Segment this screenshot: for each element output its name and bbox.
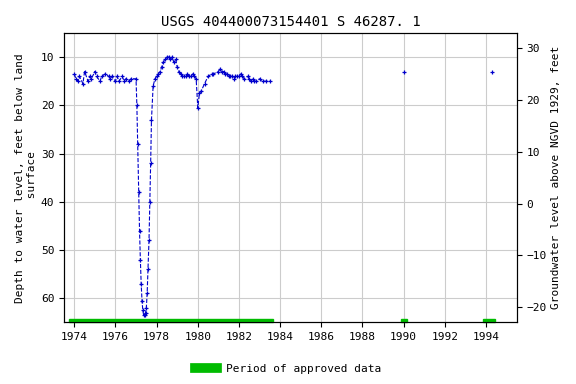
Title: USGS 404400073154401 S 46287. 1: USGS 404400073154401 S 46287. 1: [161, 15, 420, 29]
Bar: [69, 319, 274, 323]
Legend: Period of approved data: Period of approved data: [191, 359, 385, 379]
Y-axis label: Groundwater level above NGVD 1929, feet: Groundwater level above NGVD 1929, feet: [551, 46, 561, 309]
Bar: [483, 319, 495, 323]
Bar: [400, 319, 407, 323]
Y-axis label: Depth to water level, feet below land
 surface: Depth to water level, feet below land su…: [15, 53, 37, 303]
